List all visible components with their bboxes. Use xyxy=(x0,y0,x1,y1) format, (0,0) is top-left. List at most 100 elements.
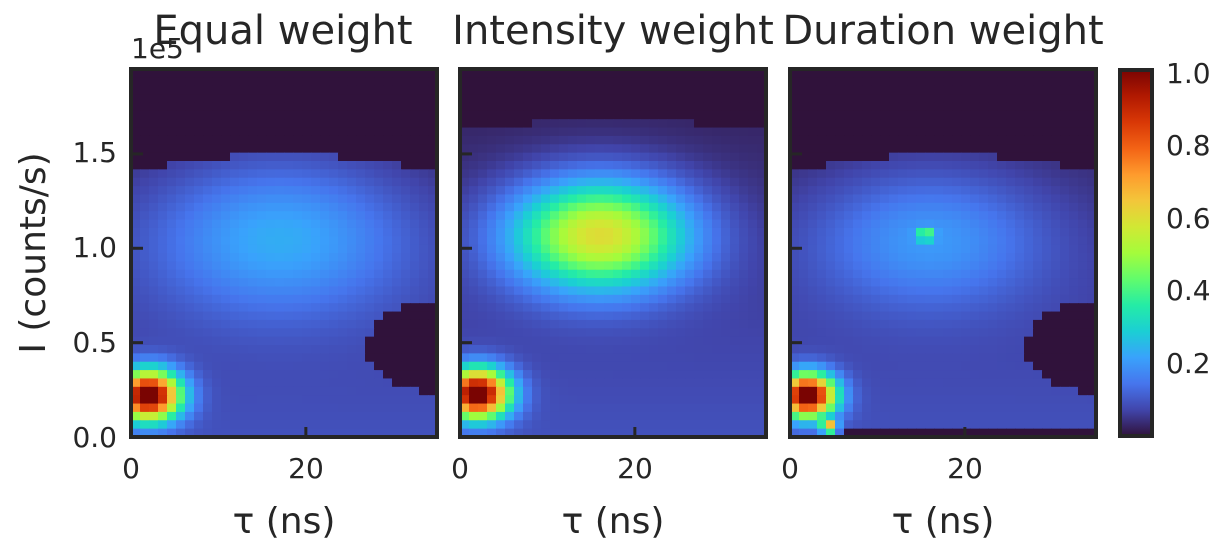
heatmap-cell xyxy=(739,395,749,405)
heatmap-cell xyxy=(853,219,863,229)
heatmap-cell xyxy=(275,336,285,346)
heatmap-cell xyxy=(1015,294,1025,304)
heatmap-cell xyxy=(401,85,411,95)
heatmap-cell xyxy=(988,161,998,170)
heatmap-cell xyxy=(212,202,222,212)
heatmap-cell xyxy=(961,403,971,413)
heatmap-cell xyxy=(1060,236,1070,246)
heatmap-cell xyxy=(712,370,722,380)
heatmap-cell xyxy=(212,152,222,162)
heatmap-cell xyxy=(496,278,506,288)
heatmap-cell xyxy=(703,227,713,237)
heatmap-cell xyxy=(496,353,506,363)
heatmap-cell xyxy=(640,420,650,430)
heatmap-cell xyxy=(631,219,641,229)
heatmap-cell xyxy=(622,311,632,321)
heatmap-cell xyxy=(320,328,330,338)
heatmap-cell xyxy=(140,269,150,279)
heatmap-cell xyxy=(338,119,348,129)
heatmap-cell xyxy=(907,186,917,196)
heatmap-cell xyxy=(149,236,159,246)
heatmap-cell xyxy=(158,110,168,120)
heatmap-cell xyxy=(221,144,231,154)
heatmap-cell xyxy=(1051,370,1061,380)
heatmap-cell xyxy=(257,135,267,145)
heatmap-cell xyxy=(383,269,393,279)
heatmap-cell xyxy=(131,219,141,229)
heatmap-cell xyxy=(961,194,971,204)
heatmap-cell xyxy=(149,161,159,170)
heatmap-cell xyxy=(943,378,953,388)
heatmap-cell xyxy=(997,102,1007,112)
heatmap-cell xyxy=(631,127,641,137)
heatmap-cell xyxy=(961,411,971,421)
heatmap-cell xyxy=(293,253,303,262)
heatmap-cell xyxy=(622,420,632,430)
heatmap-cell xyxy=(176,219,186,229)
heatmap-cell xyxy=(880,135,890,145)
heatmap-cell xyxy=(622,370,632,380)
heatmap-cell xyxy=(631,169,641,179)
heatmap-cell xyxy=(739,219,749,229)
heatmap-cell xyxy=(1015,202,1025,212)
heatmap-cell xyxy=(1078,202,1088,212)
heatmap-cell xyxy=(374,169,384,179)
heatmap-cell xyxy=(826,353,836,363)
heatmap-cell xyxy=(185,411,195,421)
heatmap-cell xyxy=(559,211,569,221)
heatmap-cell xyxy=(685,403,695,413)
heatmap-cell xyxy=(311,119,321,129)
heatmap-cell xyxy=(844,428,854,438)
heatmap-cell xyxy=(401,286,411,296)
heatmap-cell xyxy=(817,177,827,187)
heatmap-cell xyxy=(410,303,420,313)
heatmap-cell xyxy=(257,294,267,304)
heatmap-cell xyxy=(649,77,659,87)
heatmap-cell xyxy=(757,395,767,405)
heatmap-cell xyxy=(401,169,411,179)
heatmap-cell xyxy=(631,361,641,371)
heatmap-cell xyxy=(871,161,881,170)
heatmap-cell xyxy=(1069,403,1079,413)
heatmap-cell xyxy=(203,403,213,413)
heatmap-cell xyxy=(799,135,809,145)
heatmap-cell xyxy=(1078,294,1088,304)
heatmap-cell xyxy=(311,253,321,262)
heatmap-cell xyxy=(401,428,411,438)
heatmap-cell xyxy=(374,102,384,112)
heatmap-cell xyxy=(649,144,659,154)
heatmap-cell xyxy=(419,294,429,304)
heatmap-cell xyxy=(293,161,303,170)
heatmap-cell xyxy=(961,378,971,388)
heatmap-cell xyxy=(131,253,141,262)
heatmap-cell xyxy=(739,77,749,87)
heatmap-cell xyxy=(568,345,578,354)
heatmap-cell xyxy=(817,386,827,396)
heatmap-cell xyxy=(167,135,177,145)
heatmap-cell xyxy=(934,353,944,363)
heatmap-cell xyxy=(428,378,438,388)
heatmap-cell xyxy=(131,328,141,338)
heatmap-cell xyxy=(149,144,159,154)
heatmap-cell xyxy=(907,194,917,204)
heatmap-cell xyxy=(880,386,890,396)
heatmap-cell xyxy=(550,236,560,246)
heatmap-cell xyxy=(844,177,854,187)
heatmap-cell xyxy=(275,319,285,329)
heatmap-cell xyxy=(694,286,704,296)
heatmap-cell xyxy=(532,177,542,187)
heatmap-cell xyxy=(257,110,267,120)
heatmap-cell xyxy=(925,110,935,120)
heatmap-cell xyxy=(853,186,863,196)
heatmap-cell xyxy=(934,219,944,229)
heatmap-cell xyxy=(320,219,330,229)
heatmap-cell xyxy=(826,319,836,329)
heatmap-cell xyxy=(248,85,258,95)
heatmap-cell xyxy=(658,395,668,405)
heatmap-cell xyxy=(203,303,213,313)
y-axis-multiplier: 1e5 xyxy=(131,32,184,65)
heatmap-cell xyxy=(943,102,953,112)
heatmap-cell xyxy=(631,253,641,262)
heatmap-cell xyxy=(1060,345,1070,354)
heatmap-cell xyxy=(221,169,231,179)
